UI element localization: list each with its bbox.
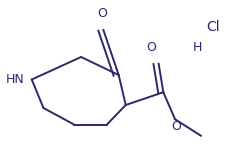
Text: O: O — [147, 41, 157, 54]
Text: O: O — [171, 120, 181, 133]
Text: Cl: Cl — [206, 20, 219, 34]
Text: H: H — [193, 42, 202, 54]
Text: O: O — [97, 7, 107, 20]
Text: HN: HN — [6, 73, 25, 86]
